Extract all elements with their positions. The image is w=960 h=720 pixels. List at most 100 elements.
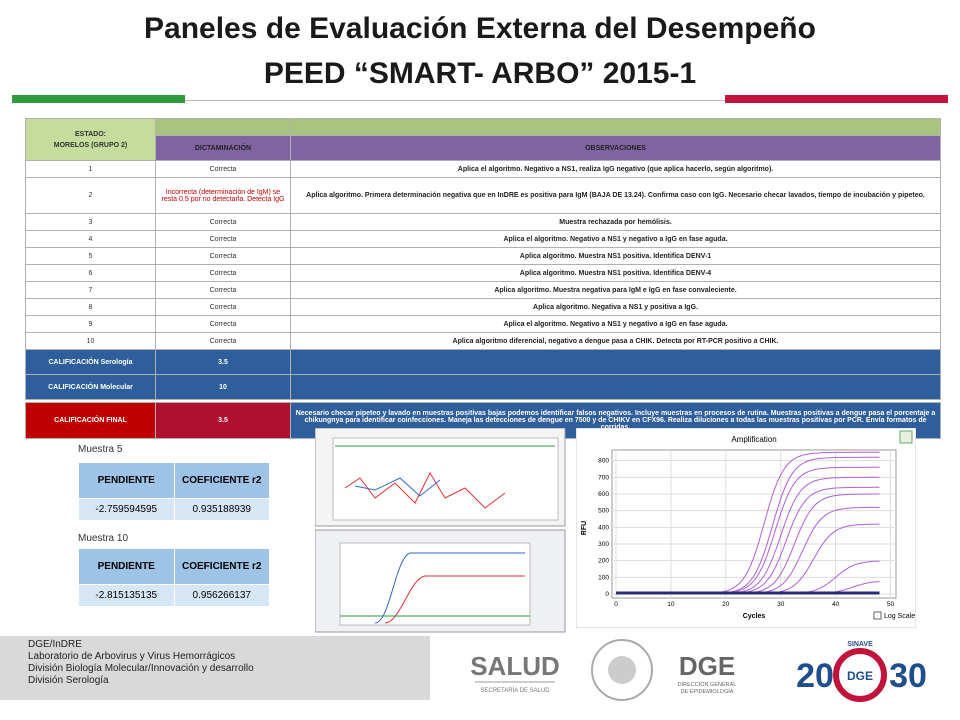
log-scale-option: Log Scale [884, 613, 915, 620]
verdict: Correcta [155, 315, 291, 333]
sample-value: 0.956266137 [173, 584, 270, 607]
verdict: Correcta [155, 160, 291, 178]
table-row: 1 Correcta Aplica el algoritmo. Negativo a… [25, 160, 941, 178]
sample-value: -2.815135135 [78, 584, 175, 607]
logo-text: DIRECCIÓN GENERAL [678, 681, 737, 688]
state-label: ESTADO: [75, 130, 106, 138]
table-row: 7 Correcta Aplica algoritmo. Muestra negat… [25, 281, 941, 299]
sample-value: 0.935188939 [173, 498, 270, 521]
red-bar [725, 95, 948, 103]
logo-text: DE EPIDEMIOLOGÍA [681, 688, 734, 695]
column-header: OBSERVACIONES [290, 135, 941, 161]
logo-text: DGE [679, 651, 735, 681]
green-bar [12, 95, 185, 103]
row-number: 9 [25, 315, 156, 333]
score-note [290, 349, 941, 375]
footer: DGE/InDRE Laboratorio de Arbovirus y Viru… [0, 636, 430, 700]
logo-text: SINAVE [847, 641, 873, 648]
x-tick-label: 0 [614, 601, 618, 608]
x-tick-label: 30 [777, 601, 785, 608]
sample-table: PENDIENTE COEFICIENTE r2 -2.759594595 0.935… [78, 462, 270, 521]
plot-area [611, 449, 897, 599]
y-tick-label: 400 [598, 524, 609, 531]
score-label: CALIFICACIÓN Serología [25, 349, 156, 375]
observation: Aplica el algoritmo. Negativo a NS1, rea… [290, 160, 941, 178]
axis-label: Cycles [743, 613, 766, 620]
title-line: Paneles de Evaluación Externa del Desemp… [144, 12, 816, 45]
footer-line: Laboratorio de Arbovirus y Virus Hemorrá… [28, 651, 236, 662]
score-row: CALIFICACIÓN Serología 3.5 [25, 349, 941, 375]
final-label: CALIFICACIÓN FINAL [25, 402, 156, 439]
software-screenshots [315, 428, 566, 633]
row-number: 5 [25, 247, 156, 265]
table-row: 9 Correcta Aplica el algoritmo. Negativo a… [25, 315, 941, 333]
y-tick-label: 200 [598, 558, 609, 565]
y-tick-label: 700 [598, 474, 609, 481]
sample-header-cell: PENDIENTE [78, 462, 175, 499]
observation: Aplica algoritmo. Muestra NS1 positiva. … [290, 247, 941, 265]
score-value: 10 [155, 374, 291, 400]
rule [185, 100, 725, 101]
sample-header-cell: COEFICIENTE r2 [173, 548, 270, 585]
table-row: 3 Correcta Muestra rechazada por hemólisis… [25, 213, 941, 231]
header-band [290, 118, 941, 136]
amplification-screenshot: Amplification RFU Cycles Log Scale 0 100 2… [576, 428, 916, 628]
state-cell: ESTADO: MORELOS (GRUPO 2) [25, 118, 156, 161]
verdict: Correcta [155, 230, 291, 248]
title-line: PEED “SMART- ARBO” 2015-1 [263, 57, 697, 90]
sample-table: PENDIENTE COEFICIENTE r2 -2.815135135 0.956… [78, 548, 270, 607]
verdict: Correcta [155, 332, 291, 350]
logo-text: SECRETARÍA DE SALUD [480, 687, 550, 694]
x-tick-label: 20 [722, 601, 730, 608]
logos: SALUD SECRETARÍA DE SALUD DGE DIRECCIÓN … [470, 639, 927, 702]
sample-label: Muestra 5 [78, 444, 123, 455]
sample-header-cell: PENDIENTE [78, 548, 175, 585]
row-number: 1 [25, 160, 156, 178]
verdict: Correcta [155, 264, 291, 282]
footer-line: División Biología Molecular/Innovación y… [28, 663, 254, 674]
footer-line: DGE/InDRE [28, 639, 82, 650]
observation: Aplica algoritmo. Muestra negativa para … [290, 281, 941, 299]
row-number: 4 [25, 230, 156, 248]
header-band [155, 118, 291, 136]
table-row: 10 Correcta Aplica algoritmo diferencial, … [25, 332, 941, 350]
state-value: MORELOS (GRUPO 2) [53, 141, 128, 149]
sample-header: PENDIENTE COEFICIENTE r2 [78, 462, 270, 499]
observation: Aplica algoritmo. Negativa a NS1 y posit… [290, 298, 941, 316]
observation: Aplica algoritmo diferencial, negativo a… [290, 332, 941, 350]
score-value: 3.5 [155, 349, 291, 375]
table-row: 2 Incorrecta (determinación de IgM) se re… [25, 177, 941, 214]
x-tick-label: 50 [887, 601, 895, 608]
y-tick-label: 100 [598, 574, 609, 581]
logo-text: SALUD [470, 651, 560, 681]
table-row: 6 Correcta Aplica algoritmo. Muestra NS1 p… [25, 264, 941, 282]
row-number: 10 [25, 332, 156, 350]
x-tick-label: 10 [667, 601, 675, 608]
footer-line: División Serología [28, 675, 109, 686]
axis-label: RFU [581, 521, 588, 535]
evaluation-table: ESTADO: MORELOS (GRUPO 2) DICTAMINACIÓN … [25, 118, 941, 439]
final-value: 3.5 [155, 402, 291, 439]
y-tick-label: 500 [598, 508, 609, 515]
sample-values: -2.815135135 0.956266137 [78, 584, 270, 607]
column-header: DICTAMINACIÓN [155, 135, 291, 161]
table-row: 5 Correcta Aplica algoritmo. Muestra NS1 p… [25, 247, 941, 265]
score-note [290, 374, 941, 400]
y-tick-label: 300 [598, 541, 609, 548]
table-row: 4 Correcta Aplica el algoritmo. Negativo a… [25, 230, 941, 248]
sample-header: PENDIENTE COEFICIENTE r2 [78, 548, 270, 585]
observation: Aplica algoritmo. Primera determinación … [290, 177, 941, 214]
verdict: Correcta [155, 213, 291, 231]
verdict: Correcta [155, 298, 291, 316]
logo-text: 30 [889, 657, 927, 695]
y-tick-label: 600 [598, 491, 609, 498]
score-row: CALIFICACIÓN Molecular 10 [25, 374, 941, 400]
y-tick-label: 800 [598, 458, 609, 465]
row-number: 8 [25, 298, 156, 316]
x-tick-label: 40 [832, 601, 840, 608]
table-row: 8 Correcta Aplica algoritmo. Negativa a NS… [25, 298, 941, 316]
observation: Aplica el algoritmo. Negativo a NS1 y ne… [290, 230, 941, 248]
observation: Aplica algoritmo. Muestra NS1 positiva. … [290, 264, 941, 282]
chart-title: Amplification [731, 435, 776, 444]
